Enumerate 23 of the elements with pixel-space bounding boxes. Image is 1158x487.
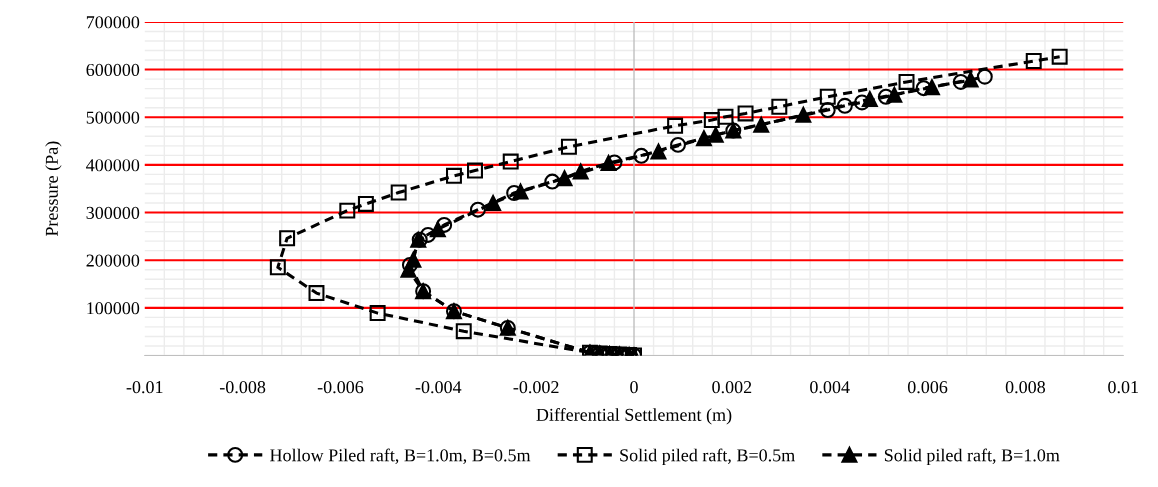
- x-tick-label: -0.008: [219, 381, 266, 394]
- x-tick-label: 0.01: [1108, 381, 1138, 394]
- x-tick-label: 0.002: [712, 381, 752, 394]
- x-tick-label: -0.01: [126, 381, 163, 394]
- y-tick-label: 600000: [86, 63, 140, 77]
- y-tick-label: 500000: [86, 111, 140, 124]
- x-tick-label: 0.006: [907, 381, 948, 394]
- x-axis-title: Differential Settlement (m): [536, 408, 732, 425]
- x-tick-label: -0.004: [415, 381, 462, 394]
- legend-label: Hollow Piled raft, B=1.0m, B=0.5m: [270, 448, 531, 464]
- legend-label: Solid piled raft, B=0.5m: [620, 448, 795, 466]
- y-axis-title: Pressure (Pa): [45, 141, 62, 237]
- y-tick-label: 300000: [86, 206, 140, 219]
- x-tick-label: 0: [630, 381, 638, 394]
- x-tick-label: -0.006: [317, 381, 364, 394]
- y-tick-label: 400000: [86, 159, 140, 172]
- y-tick-label: 100000: [87, 302, 140, 315]
- y-tick-label: 200000: [86, 254, 140, 267]
- x-tick-label: -0.002: [513, 381, 559, 394]
- x-tick-label: 0.008: [1005, 381, 1046, 394]
- y-tick-label: 700000: [86, 16, 140, 29]
- legend-label: Solid piled raft, B=1.0m: [884, 448, 1060, 466]
- x-tick-label: 0.004: [810, 381, 850, 394]
